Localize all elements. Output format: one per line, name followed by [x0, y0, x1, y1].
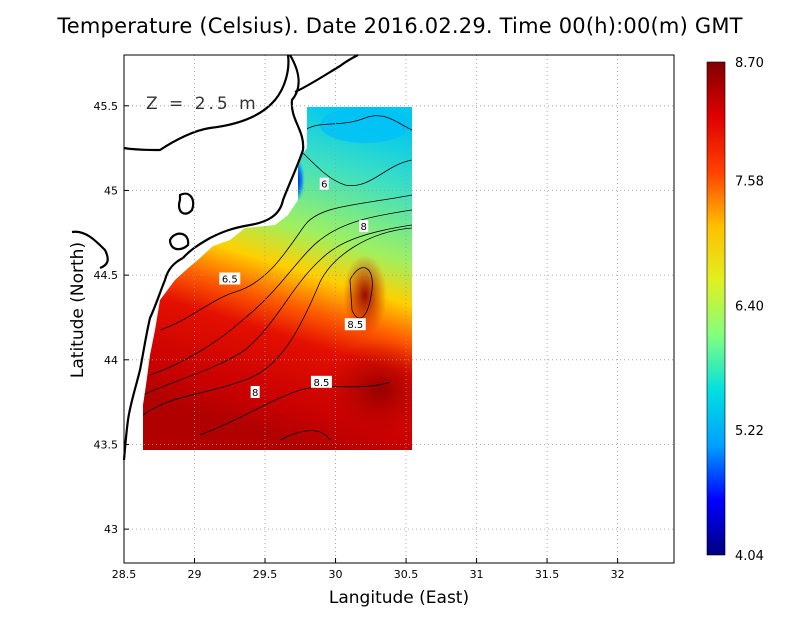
delta-arm — [294, 54, 359, 93]
colorbar: 8.70 7.58 6.40 5.22 4.04 — [706, 56, 764, 564]
x-tick-label: 29 — [188, 568, 202, 581]
colorbar-tick-label: 4.04 — [735, 549, 764, 564]
north-coast — [123, 54, 290, 152]
west-coast — [182, 54, 305, 259]
contour-label-bg — [359, 220, 369, 233]
colorbar-tick-label: 7.58 — [735, 174, 764, 189]
colorbar-scale — [706, 61, 726, 556]
contour-labels: 6 8 6.5 8.5 8.5 8 — [219, 177, 369, 399]
coastline — [71, 54, 359, 461]
contour-label-bg — [250, 385, 260, 398]
x-axis-ticks: 28.5 29 29.5 30 30.5 31 31.5 32 — [112, 558, 625, 581]
y-tick-label: 44.5 — [94, 269, 119, 282]
y-tick-label: 45 — [104, 184, 118, 197]
lagoon — [177, 192, 195, 215]
x-tick-label: 32 — [611, 568, 625, 581]
southwest-coast — [122, 257, 184, 461]
contour-label: 8.5 — [313, 378, 329, 389]
y-tick-label: 43.5 — [94, 438, 119, 451]
y-tick-label: 45.5 — [94, 100, 119, 113]
chart-title: Temperature (Celsius). Date 2016.02.29. … — [57, 14, 743, 38]
contour-label-bg — [219, 272, 241, 285]
colorbar-tick-label: 8.70 — [735, 56, 764, 71]
colorbar-tick-label: 6.40 — [735, 299, 764, 314]
contour-line — [199, 381, 391, 436]
contour-line — [304, 115, 412, 131]
temperature-field — [143, 107, 412, 450]
contour-label: 8 — [361, 222, 367, 233]
lake — [168, 232, 190, 251]
contour-line — [349, 267, 373, 319]
contour-label: 6.5 — [222, 275, 238, 286]
cool-patch — [320, 107, 410, 143]
y-tick-label: 44 — [104, 354, 118, 367]
contour-label: 8 — [252, 388, 258, 399]
y-axis-label: Latitude (North) — [68, 241, 88, 379]
contour-line — [159, 194, 412, 331]
contour-label-bg — [319, 177, 329, 190]
contour-line — [143, 224, 412, 396]
contour-label-bg — [310, 375, 332, 388]
y-axis-ticks: 43 43.5 44 44.5 45 45.5 — [94, 100, 129, 536]
colorbar-tick-label: 5.22 — [735, 424, 764, 439]
contour-line — [143, 227, 412, 416]
warm-core — [320, 340, 412, 440]
x-tick-label: 28.5 — [112, 568, 137, 581]
contour-label-bg — [344, 318, 366, 331]
x-axis-label: Langitude (East) — [328, 588, 470, 608]
x-tick-label: 31 — [470, 568, 484, 581]
contour-label: 8.5 — [347, 320, 363, 331]
x-tick-label: 29.5 — [253, 568, 278, 581]
inland-shore — [71, 230, 109, 270]
grid-lines — [124, 55, 674, 563]
x-tick-label: 30.5 — [394, 568, 419, 581]
y-tick-label: 43 — [104, 523, 118, 536]
x-tick-label: 30 — [329, 568, 343, 581]
depth-annotation: Z = 2.5 m — [146, 94, 259, 114]
contour-label: 6 — [321, 180, 327, 191]
contour-line — [299, 149, 412, 187]
plot-frame — [123, 54, 675, 564]
x-tick-label: 31.5 — [535, 568, 560, 581]
contour-line — [279, 430, 331, 441]
